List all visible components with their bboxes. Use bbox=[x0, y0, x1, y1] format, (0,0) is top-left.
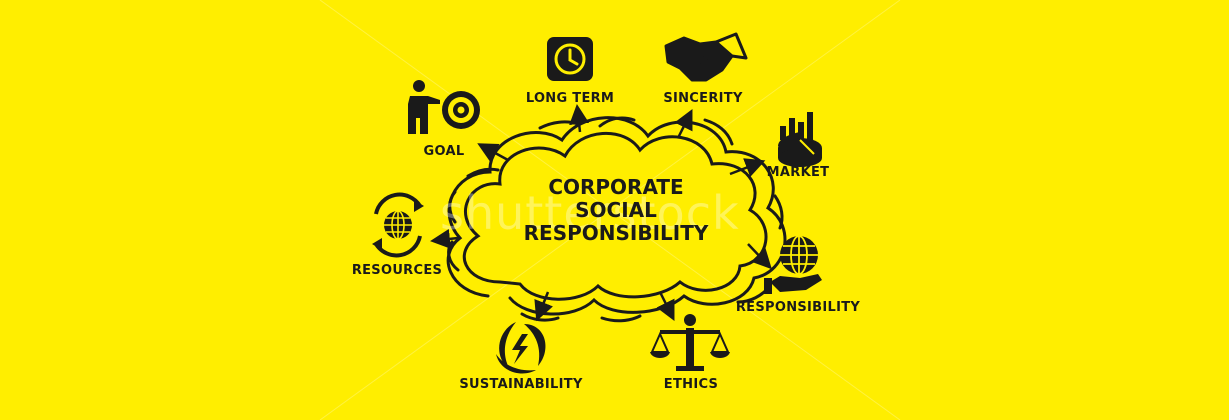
node-label-ethics: ETHICS bbox=[663, 377, 719, 392]
node-label-market: MARKET bbox=[766, 165, 830, 180]
center-title-line-3: RESPONSIBILITY bbox=[523, 221, 709, 245]
node-label-sincerity: SINCERITY bbox=[663, 91, 743, 106]
center-title-line-2: SOCIAL bbox=[575, 198, 657, 222]
connector-arrows bbox=[430, 104, 772, 322]
recycle-globe-icon bbox=[372, 192, 424, 258]
node-label-long-term: LONG TERM bbox=[525, 91, 615, 106]
handshake-icon bbox=[664, 32, 748, 82]
target-icon bbox=[408, 80, 480, 134]
globe-hand-icon bbox=[764, 235, 822, 294]
clock-icon bbox=[547, 37, 593, 81]
node-label-resources: RESOURCES bbox=[351, 263, 443, 278]
center-title-line-1: CORPORATE bbox=[548, 175, 684, 199]
energy-leaves-icon bbox=[496, 322, 546, 374]
node-label-goal: GOAL bbox=[423, 144, 465, 159]
node-label-responsibility: RESPONSIBILITY bbox=[735, 300, 861, 315]
watermark-text: shutterstock bbox=[440, 186, 740, 240]
pie-chart-icon bbox=[778, 112, 822, 167]
scales-icon bbox=[650, 314, 730, 371]
center-title: CORPORATE SOCIAL RESPONSIBILITY bbox=[524, 176, 709, 245]
watermark-lines bbox=[319, 0, 901, 420]
node-label-sustainability: SUSTAINABILITY bbox=[459, 377, 583, 392]
